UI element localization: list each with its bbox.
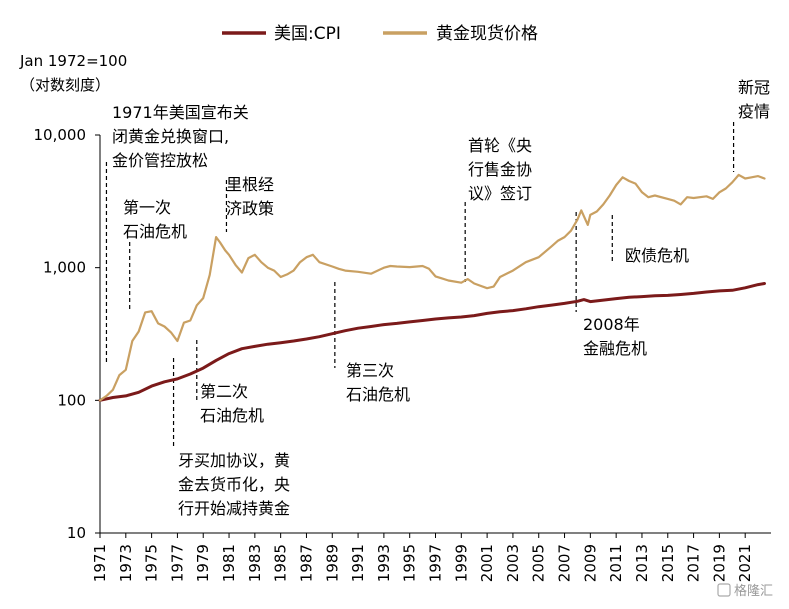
annotation-text: 金融危机 (583, 339, 647, 358)
legend-label: 黄金现货价格 (436, 24, 538, 44)
annotation-text: 第三次 (346, 361, 394, 380)
legend-label: 美国:CPI (274, 24, 341, 44)
annotation-text: 济政策 (226, 199, 274, 218)
y-tick-label: 1,000 (43, 259, 86, 277)
x-tick-label: 2005 (530, 544, 548, 582)
x-tick-label: 2015 (659, 544, 677, 582)
y-tick-label: 100 (57, 391, 86, 409)
watermark-logo-icon (717, 583, 731, 597)
x-tick-label: 2007 (556, 544, 574, 582)
annotation-text: 石油危机 (200, 406, 264, 425)
cpi-series-line (98, 282, 766, 402)
x-tick-label: 1981 (220, 544, 238, 582)
x-tick-label: 1975 (143, 544, 161, 582)
x-tick-label: 1985 (272, 544, 290, 582)
x-tick-label: 1973 (117, 544, 135, 582)
annotation-text: 首轮《央 (468, 136, 532, 155)
x-tick-label: 1993 (375, 544, 393, 582)
annotation-text: 金价管控放松 (112, 151, 208, 170)
annotation-text: 里根经 (226, 175, 274, 194)
x-tick-label: 2003 (504, 544, 522, 582)
annotation-text: 疫情 (738, 102, 770, 121)
y-tick-label: 10,000 (34, 126, 87, 144)
x-tick-label: 2019 (710, 544, 728, 582)
x-tick-label: 1995 (401, 544, 419, 582)
gold-series-line (98, 173, 766, 402)
axes: 10 100 1,000 10,000 1971 1973 1975 1977 1979 1981… (34, 126, 771, 582)
annotation-text: 1971年美国宣布关 (112, 103, 249, 122)
y-tick-label: 10 (67, 524, 86, 542)
annotation-text: 闭黄金兑换窗口, (112, 127, 229, 146)
annotation-text: 石油危机 (346, 385, 410, 404)
x-tick-label: 1999 (452, 544, 470, 582)
legend: 美国:CPI 黄金现货价格 (222, 24, 538, 44)
annotation-text: 行售金协 (468, 160, 532, 179)
x-tick-label: 2009 (581, 544, 599, 582)
annotation-text: 新冠 (738, 78, 770, 97)
series-lines (98, 173, 766, 402)
x-tick-label: 1989 (323, 544, 341, 582)
y-axis-label-line: Jan 1972=100 (19, 52, 127, 70)
x-tick-label: 1983 (246, 544, 264, 582)
x-tick-label: 1979 (194, 544, 212, 582)
annotation-text: 行开始减持黄金 (178, 499, 290, 518)
x-tick-label: 1971 (91, 544, 109, 582)
annotation-text: 2008年 (583, 315, 640, 334)
annotation-text: 第二次 (200, 382, 248, 401)
annotation-text: 金去货币化，央 (178, 475, 290, 494)
x-tick-label: 1977 (168, 544, 186, 582)
x-tick-label: 2021 (736, 544, 754, 582)
x-tick-label: 2017 (685, 544, 703, 582)
x-tick-label: 1991 (349, 544, 367, 582)
annotation-text: 石油危机 (123, 222, 187, 241)
y-axis-label: Jan 1972=100 （对数刻度） (19, 52, 127, 94)
annotation-text: 第一次 (123, 198, 171, 217)
x-tick-label: 2011 (607, 544, 625, 582)
y-axis-label-line: （对数刻度） (20, 76, 110, 94)
x-tick-label: 1997 (427, 544, 445, 582)
annotation-text: 欧债危机 (625, 246, 689, 265)
annotation-text: 议》签订 (468, 184, 532, 203)
annotation-text: 牙买加协议，黄 (178, 451, 290, 470)
watermark: 格隆汇 (717, 583, 773, 599)
x-tick-label: 2013 (633, 544, 651, 582)
annotation-lines (105, 122, 735, 448)
x-tick-label: 1987 (297, 544, 315, 582)
x-tick-label: 2001 (478, 544, 496, 582)
watermark-text: 格隆汇 (734, 583, 773, 599)
